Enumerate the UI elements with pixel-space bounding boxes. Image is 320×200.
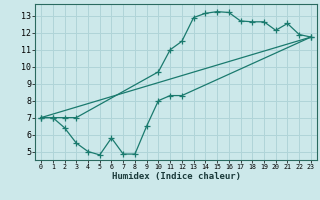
X-axis label: Humidex (Indice chaleur): Humidex (Indice chaleur) xyxy=(111,172,241,181)
